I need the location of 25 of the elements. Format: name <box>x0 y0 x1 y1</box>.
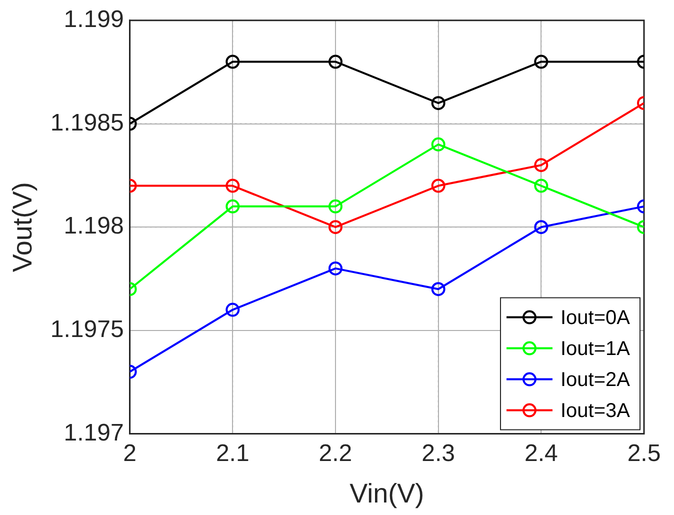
y-tick-label: 1.198 <box>64 212 124 240</box>
legend-label: Iout=3A <box>560 400 631 422</box>
legend-label: Iout=1A <box>560 338 631 360</box>
y-tick-label: 1.1985 <box>50 109 124 136</box>
y-tick-label: 1.197 <box>64 419 124 446</box>
point <box>431 96 446 110</box>
legend-label: Iout=2A <box>560 368 631 391</box>
x-axis-title: Vin(V) <box>350 478 424 508</box>
point <box>431 137 446 152</box>
point <box>328 199 342 214</box>
point <box>328 54 342 69</box>
y-tick-label: 1.199 <box>64 6 124 34</box>
x-tick-label: 2.1 <box>216 440 250 467</box>
x-tick-label: 2.5 <box>627 440 661 467</box>
y-axis-title: Vout(V) <box>8 182 38 272</box>
point <box>431 282 446 296</box>
point <box>431 178 446 193</box>
x-tick-label: 2.3 <box>422 440 456 467</box>
x-tick-label: 2 <box>123 440 136 467</box>
x-tick-label: 2.2 <box>318 440 352 467</box>
y-tick-label: 1.1975 <box>50 316 124 344</box>
x-tick-label: 2.4 <box>524 440 558 467</box>
legend-label: Iout=0A <box>560 306 631 329</box>
point <box>328 220 342 234</box>
point <box>328 261 342 276</box>
